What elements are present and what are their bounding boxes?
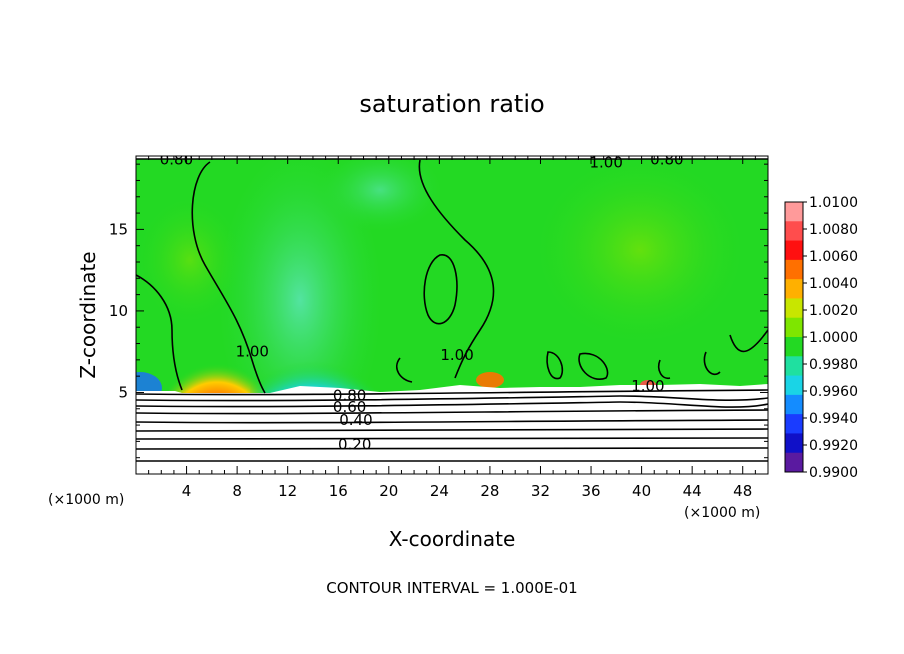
contour-line <box>136 401 768 408</box>
contour-line <box>136 389 768 396</box>
contour-line <box>418 159 495 379</box>
plot-area: 0.80 1.00 0.801.00 1.001.000.800.600.400.20 <box>136 150 768 474</box>
x-tick-label: 20 <box>379 482 398 500</box>
colorbar-swatch <box>785 259 803 280</box>
colorbar-swatch <box>785 221 803 242</box>
colorbar-swatch <box>785 317 803 338</box>
chart-title: saturation ratio <box>359 90 544 118</box>
contour-line <box>423 254 458 325</box>
contour-line <box>729 329 768 353</box>
colorbar-label: 0.9920 <box>809 438 858 454</box>
colorbar-swatch <box>785 375 803 396</box>
contour-line <box>136 428 768 433</box>
colorbar-label: 1.0000 <box>809 330 858 346</box>
colorbar-swatch <box>785 298 803 319</box>
contour-label: 0.80 <box>333 387 366 405</box>
contour-label: 1.00 <box>631 377 664 395</box>
contour-line <box>136 274 183 391</box>
y-tick-label: 10 <box>109 302 128 320</box>
contour-label: 0.40 <box>339 411 372 429</box>
contour-label: 1.00 <box>236 343 269 361</box>
field-orange-spot <box>476 372 504 388</box>
contour-line <box>191 161 266 394</box>
colorbar-swatch <box>785 433 803 454</box>
x-unit-label-left: (×1000 m) <box>48 492 124 508</box>
colorbar-label: 1.0100 <box>809 195 858 211</box>
contour-line <box>136 395 768 402</box>
y-axis-title: Z-coordinate <box>76 251 100 378</box>
contour-label: 0.20 <box>338 436 371 454</box>
contour-line <box>136 419 768 424</box>
contour-label: 0.60 <box>333 398 366 416</box>
colorbar: 1.0100 1.0080 1.0060 1.0040 1.0020 1.0000 0.99… <box>784 195 858 481</box>
colorbar-swatch <box>785 279 803 299</box>
x-tick-label: 32 <box>531 482 550 500</box>
y-tick-label: 5 <box>118 383 128 401</box>
contour-line <box>657 359 671 380</box>
colorbar-label: 1.0080 <box>809 222 858 238</box>
x-unit-label-right: (×1000 m) <box>684 505 760 521</box>
x-tick-label: 48 <box>733 482 752 500</box>
colorbar-swatch <box>785 414 803 434</box>
colorbar-label: 0.9960 <box>809 384 858 400</box>
contour-interval-note: CONTOUR INTERVAL = 1.000E-01 <box>326 579 577 597</box>
x-tick-label: 24 <box>430 482 449 500</box>
contour-label: 1.00 <box>590 154 623 172</box>
colorbar-swatch <box>785 337 803 357</box>
contour-label: 0.80 <box>650 150 683 168</box>
x-axis-title: X-coordinate <box>389 527 516 551</box>
field-cyan-region <box>320 156 440 230</box>
contour-line <box>703 351 721 376</box>
colorbar-swatch <box>785 452 803 473</box>
x-axis: 4 8 12 16 20 24 28 32 36 40 44 48 <box>148 156 756 500</box>
contour-line <box>578 352 609 380</box>
x-tick-label: 40 <box>632 482 651 500</box>
x-tick-label: 4 <box>182 482 192 500</box>
contour-labels: 0.80 1.00 0.801.00 1.001.000.800.600.400.20 <box>160 150 684 454</box>
contour-line <box>136 447 768 450</box>
colorbar-label: 0.9900 <box>809 465 858 481</box>
x-tick-label: 16 <box>329 482 348 500</box>
colorbar-swatch <box>785 202 803 222</box>
colorbar-label: 1.0040 <box>809 276 858 292</box>
contour-line <box>396 357 413 383</box>
colorbar-label: 1.0020 <box>809 303 858 319</box>
x-tick-label: 12 <box>278 482 297 500</box>
contour-lines <box>136 158 768 462</box>
contour-line <box>136 437 768 441</box>
x-tick-label: 44 <box>683 482 702 500</box>
colorbar-label: 1.0060 <box>809 249 858 265</box>
colorbar-label: 0.9940 <box>809 411 858 427</box>
x-tick-label: 28 <box>480 482 499 500</box>
field-yellowgreen-region <box>140 200 240 320</box>
colorbar-swatch <box>785 240 803 261</box>
y-tick-label: 15 <box>109 220 128 238</box>
colorbar-swatch <box>785 356 803 377</box>
contour-line <box>136 409 768 415</box>
contour-label: 0.80 <box>160 150 193 168</box>
colorbar-swatch <box>785 394 803 415</box>
colorbar-label: 0.9980 <box>809 357 858 373</box>
field-yellowgreen-region <box>540 160 740 340</box>
contour-label: 1.00 <box>440 346 473 364</box>
y-axis: 5 10 15 <box>109 163 768 459</box>
contour-line <box>546 351 564 380</box>
x-tick-label: 8 <box>232 482 242 500</box>
x-tick-label: 36 <box>581 482 600 500</box>
